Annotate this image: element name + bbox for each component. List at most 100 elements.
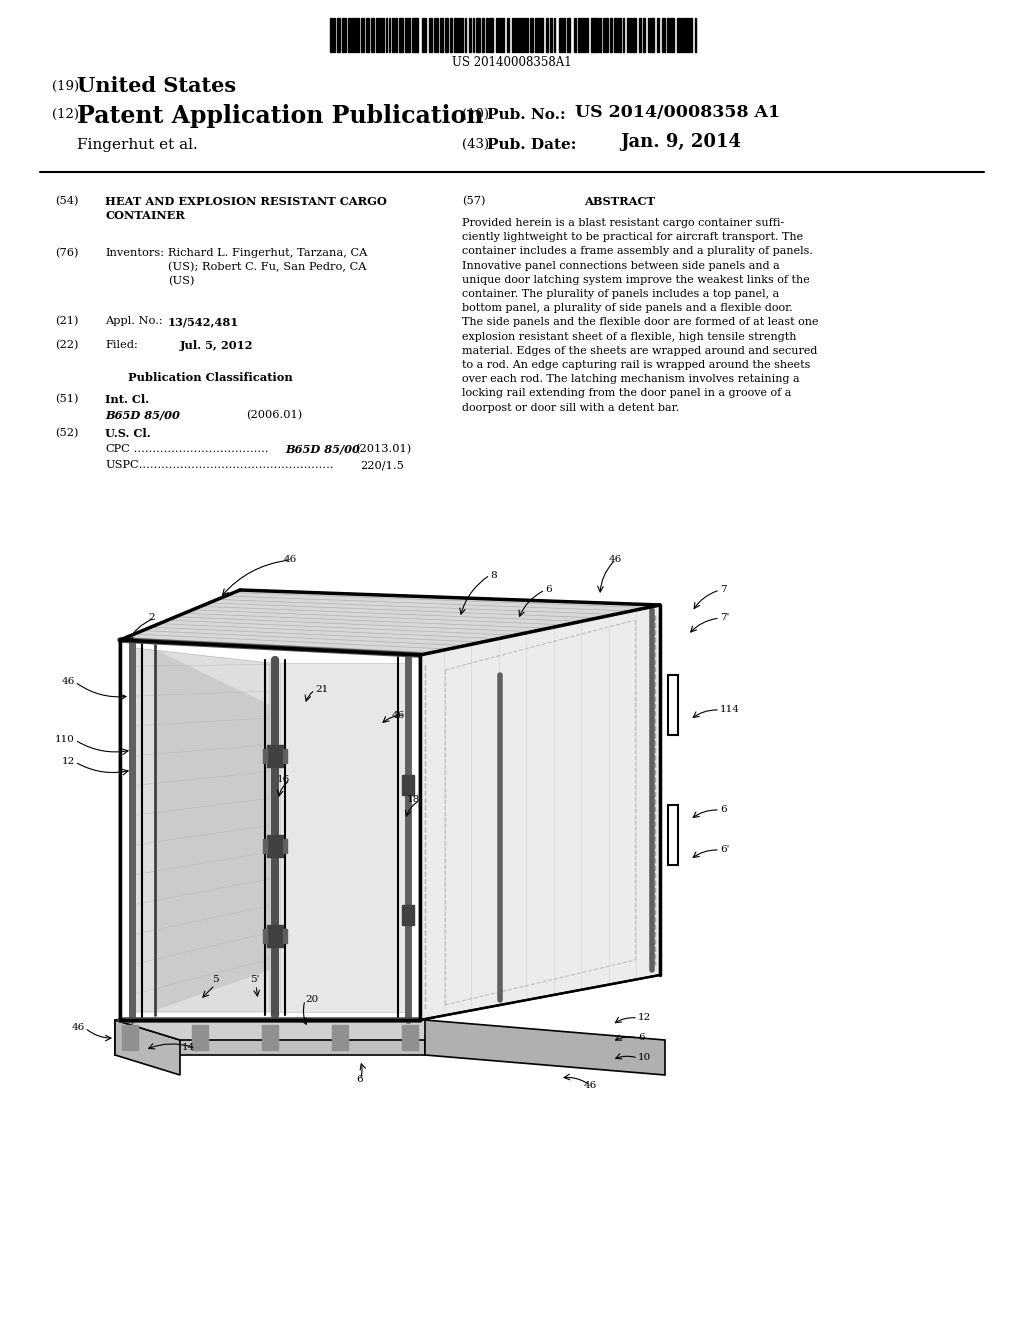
Bar <box>651 18 654 51</box>
Polygon shape <box>135 648 270 1012</box>
Text: material. Edges of the sheets are wrapped around and secured: material. Edges of the sheets are wrappe… <box>462 346 817 356</box>
Bar <box>582 18 585 51</box>
Bar <box>436 18 438 51</box>
Text: Innovative panel connections between side panels and a: Innovative panel connections between sid… <box>462 260 779 271</box>
Bar <box>627 18 629 51</box>
Text: 220/1.5: 220/1.5 <box>360 459 403 470</box>
Bar <box>439 18 443 51</box>
Bar <box>263 840 267 853</box>
Bar <box>630 18 633 51</box>
Text: USPC: USPC <box>105 459 138 470</box>
Text: (43): (43) <box>462 139 489 150</box>
Text: B65D 85/00: B65D 85/00 <box>105 411 180 421</box>
Text: (10): (10) <box>462 108 489 121</box>
Bar <box>433 18 435 51</box>
Bar <box>614 18 617 51</box>
Bar <box>263 748 267 763</box>
Bar <box>402 906 414 925</box>
Text: (52): (52) <box>55 428 79 438</box>
Bar <box>683 18 685 51</box>
Text: (12): (12) <box>52 108 79 121</box>
Bar <box>694 18 696 51</box>
Text: 46: 46 <box>61 677 75 686</box>
Bar <box>262 1026 278 1049</box>
Polygon shape <box>420 605 660 1020</box>
Bar <box>283 748 287 763</box>
Bar <box>342 18 346 51</box>
Bar <box>380 18 381 51</box>
Text: United States: United States <box>77 77 237 96</box>
Bar <box>422 18 424 51</box>
Text: CONTAINER: CONTAINER <box>105 210 185 220</box>
Polygon shape <box>115 1020 425 1055</box>
Bar <box>648 18 650 51</box>
Text: US 2014/0008358 A1: US 2014/0008358 A1 <box>575 104 780 121</box>
Text: 5: 5 <box>212 975 218 985</box>
Bar <box>388 18 390 51</box>
Bar <box>450 18 453 51</box>
Text: Jul. 5, 2012: Jul. 5, 2012 <box>180 341 254 351</box>
Bar <box>540 18 542 51</box>
Text: over each rod. The latching mechanism involves retaining a: over each rod. The latching mechanism in… <box>462 374 800 384</box>
Text: 7: 7 <box>720 586 727 594</box>
Bar <box>670 18 674 51</box>
Bar <box>677 18 680 51</box>
Bar <box>354 18 356 51</box>
Text: 12: 12 <box>638 1014 651 1023</box>
Text: 21: 21 <box>315 685 329 694</box>
Text: Pub. Date:: Pub. Date: <box>487 139 577 152</box>
Bar <box>455 18 458 51</box>
Bar <box>482 18 484 51</box>
Bar <box>610 18 611 51</box>
Bar <box>402 775 414 795</box>
Text: Patent Application Publication: Patent Application Publication <box>77 104 483 128</box>
Bar <box>599 18 601 51</box>
Text: container. The plurality of panels includes a top panel, a: container. The plurality of panels inclu… <box>462 289 779 300</box>
Bar <box>337 18 340 51</box>
Bar <box>376 18 379 51</box>
Bar <box>591 18 596 51</box>
Text: 7': 7' <box>720 614 729 623</box>
Bar <box>563 18 565 51</box>
Text: 6: 6 <box>356 1076 364 1085</box>
Bar <box>382 18 384 51</box>
Text: (21): (21) <box>55 315 79 326</box>
Bar <box>122 1026 138 1049</box>
Bar <box>417 18 418 51</box>
Text: ABSTRACT: ABSTRACT <box>585 195 655 207</box>
Bar <box>573 18 575 51</box>
Bar <box>668 675 678 735</box>
Bar <box>445 18 447 51</box>
Bar <box>409 18 410 51</box>
Text: (US); Robert C. Fu, San Pedro, CA: (US); Robert C. Fu, San Pedro, CA <box>168 261 367 272</box>
Text: (76): (76) <box>55 248 79 259</box>
Bar <box>566 18 570 51</box>
Polygon shape <box>120 590 660 655</box>
Polygon shape <box>280 663 406 1012</box>
Bar <box>618 18 621 51</box>
Text: (US): (US) <box>168 276 195 286</box>
Bar <box>350 18 352 51</box>
Text: Int. Cl.: Int. Cl. <box>105 393 150 405</box>
Text: 8: 8 <box>490 570 497 579</box>
Text: Fingerhut et al.: Fingerhut et al. <box>77 139 198 152</box>
Bar <box>429 18 432 51</box>
Bar <box>404 18 408 51</box>
Text: Provided herein is a blast resistant cargo container suffi-: Provided herein is a blast resistant car… <box>462 218 784 228</box>
Text: (54): (54) <box>55 195 79 206</box>
Text: CPC: CPC <box>105 444 130 454</box>
Bar <box>476 18 478 51</box>
Bar <box>656 18 658 51</box>
Bar <box>485 18 488 51</box>
Text: HEAT AND EXPLOSION RESISTANT CARGO: HEAT AND EXPLOSION RESISTANT CARGO <box>105 195 387 207</box>
Text: 46: 46 <box>284 556 297 565</box>
Polygon shape <box>156 649 270 1010</box>
Text: 20: 20 <box>305 995 318 1005</box>
Bar <box>469 18 471 51</box>
Bar <box>550 18 552 51</box>
Text: (57): (57) <box>462 195 485 206</box>
Text: bottom panel, a plurality of side panels and a flexible door.: bottom panel, a plurality of side panels… <box>462 304 793 313</box>
Text: Jan. 9, 2014: Jan. 9, 2014 <box>620 133 741 150</box>
Text: Publication Classification: Publication Classification <box>128 372 293 383</box>
Text: 46: 46 <box>584 1081 597 1089</box>
